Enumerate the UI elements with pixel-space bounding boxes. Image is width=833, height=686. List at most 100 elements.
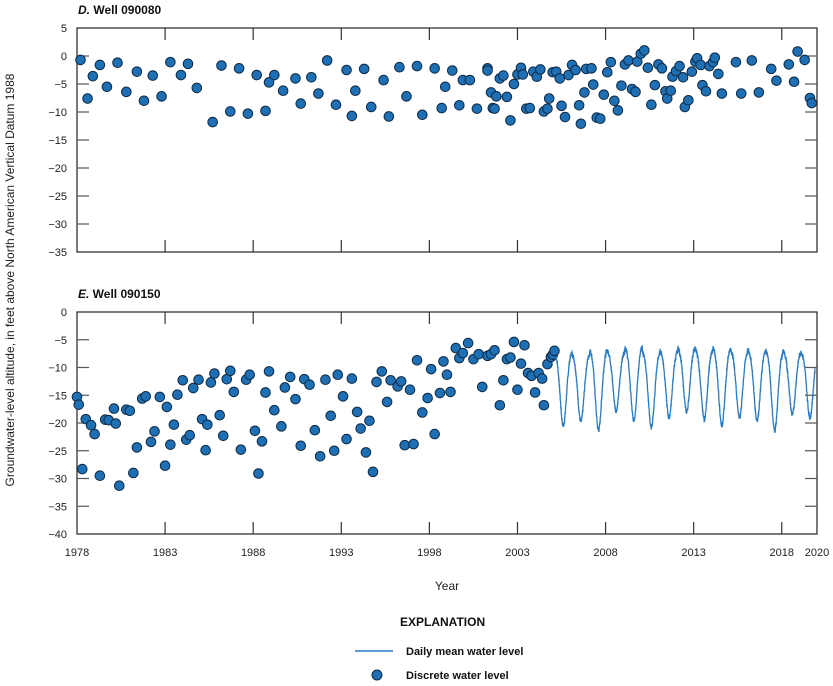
discrete-point: [260, 387, 271, 398]
discrete-point: [446, 65, 458, 76]
legend: EXPLANATION Daily mean water level Discr…: [355, 615, 523, 682]
y-tick-label: −20: [48, 418, 67, 430]
y-tick-label: −25: [48, 446, 67, 458]
panel-well-name: Well 090150: [93, 287, 161, 301]
discrete-point: [112, 57, 123, 69]
x-tick-label: 1978: [65, 547, 89, 559]
y-tick-label: −35: [48, 501, 67, 513]
panel-title: D. Well 090080: [78, 3, 161, 17]
discrete-point: [508, 78, 520, 90]
daily-mean-line: [555, 344, 816, 433]
discrete-point: [489, 344, 500, 356]
discrete-point: [200, 444, 211, 456]
discrete-point: [244, 369, 255, 381]
discrete-point: [771, 75, 782, 86]
discrete-point: [295, 98, 307, 109]
discrete-point: [639, 45, 650, 56]
discrete-point: [367, 466, 379, 478]
discrete-point: [330, 99, 342, 111]
y-tick-label: −35: [48, 247, 67, 259]
discrete-point: [799, 54, 810, 66]
discrete-point: [321, 55, 333, 66]
discrete-point: [138, 95, 150, 107]
discrete-point: [284, 371, 296, 383]
discrete-point: [94, 59, 106, 71]
discrete-point: [515, 358, 527, 369]
y-tick-label: −5: [54, 335, 67, 347]
discrete-point: [457, 347, 469, 359]
panel-letter: D.: [78, 3, 93, 17]
discrete-point: [341, 433, 352, 445]
discrete-point: [290, 393, 301, 405]
discrete-point: [337, 391, 349, 402]
discrete-point: [505, 115, 516, 126]
discrete-point: [674, 60, 685, 72]
discrete-point: [253, 468, 264, 479]
discrete-point: [131, 442, 143, 453]
discrete-point: [735, 88, 747, 99]
discrete-point: [202, 419, 213, 430]
discrete-point: [716, 88, 728, 99]
y-tick-label: −40: [48, 529, 67, 541]
discrete-point: [404, 384, 416, 396]
discrete-point: [570, 64, 581, 76]
discrete-point: [207, 116, 218, 128]
discrete-point: [263, 77, 275, 88]
discrete-point: [332, 369, 344, 381]
discrete-point: [233, 63, 245, 74]
discrete-point: [365, 101, 377, 113]
discrete-point: [128, 467, 139, 479]
discrete-point: [108, 403, 120, 414]
discrete-point: [121, 86, 132, 98]
discrete-point: [411, 354, 423, 366]
discrete-point: [422, 392, 433, 404]
discrete-point: [277, 85, 289, 97]
discrete-point: [175, 69, 187, 81]
y-tick-label: −10: [48, 107, 67, 119]
discrete-point: [263, 366, 275, 377]
discrete-point: [524, 102, 536, 114]
discrete-point: [177, 374, 189, 386]
discrete-point: [471, 103, 483, 114]
discrete-point: [172, 389, 183, 400]
discrete-point: [145, 436, 157, 448]
discrete-point: [594, 113, 606, 125]
discrete-point: [346, 110, 358, 122]
discrete-point: [438, 356, 449, 367]
discrete-point: [482, 65, 493, 76]
y-axis-title: Groundwater-level altitude, in feet abov…: [3, 73, 17, 486]
discrete-point: [616, 80, 627, 91]
discrete-point: [124, 405, 136, 417]
discrete-point: [217, 430, 229, 442]
discrete-point: [609, 95, 620, 107]
discrete-point: [436, 102, 448, 114]
discrete-point: [82, 93, 93, 104]
x-tick-label: 2018: [770, 547, 794, 559]
discrete-point: [450, 342, 462, 354]
discrete-point: [325, 410, 337, 422]
discrete-point: [575, 118, 587, 130]
discrete-point: [256, 436, 268, 447]
discrete-point: [445, 386, 456, 398]
discrete-point: [556, 100, 567, 112]
discrete-point: [783, 59, 795, 70]
discrete-point: [623, 55, 634, 66]
y-tick-label: −30: [48, 219, 67, 231]
discrete-point: [536, 373, 548, 384]
discrete-point: [665, 85, 677, 97]
discrete-point: [508, 336, 520, 348]
discrete-point: [408, 438, 419, 450]
discrete-point: [519, 340, 530, 351]
discrete-point: [242, 108, 254, 119]
discrete-point: [491, 91, 502, 102]
discrete-point: [587, 79, 599, 90]
discrete-point: [746, 55, 758, 66]
discrete-point: [429, 63, 440, 74]
x-tick-label: 1988: [241, 547, 265, 559]
discrete-point: [187, 382, 199, 394]
discrete-point: [395, 376, 407, 387]
discrete-point: [700, 85, 712, 97]
y-tick-label: −30: [48, 474, 67, 486]
legend-title: EXPLANATION: [400, 615, 485, 629]
discrete-point: [269, 69, 280, 81]
